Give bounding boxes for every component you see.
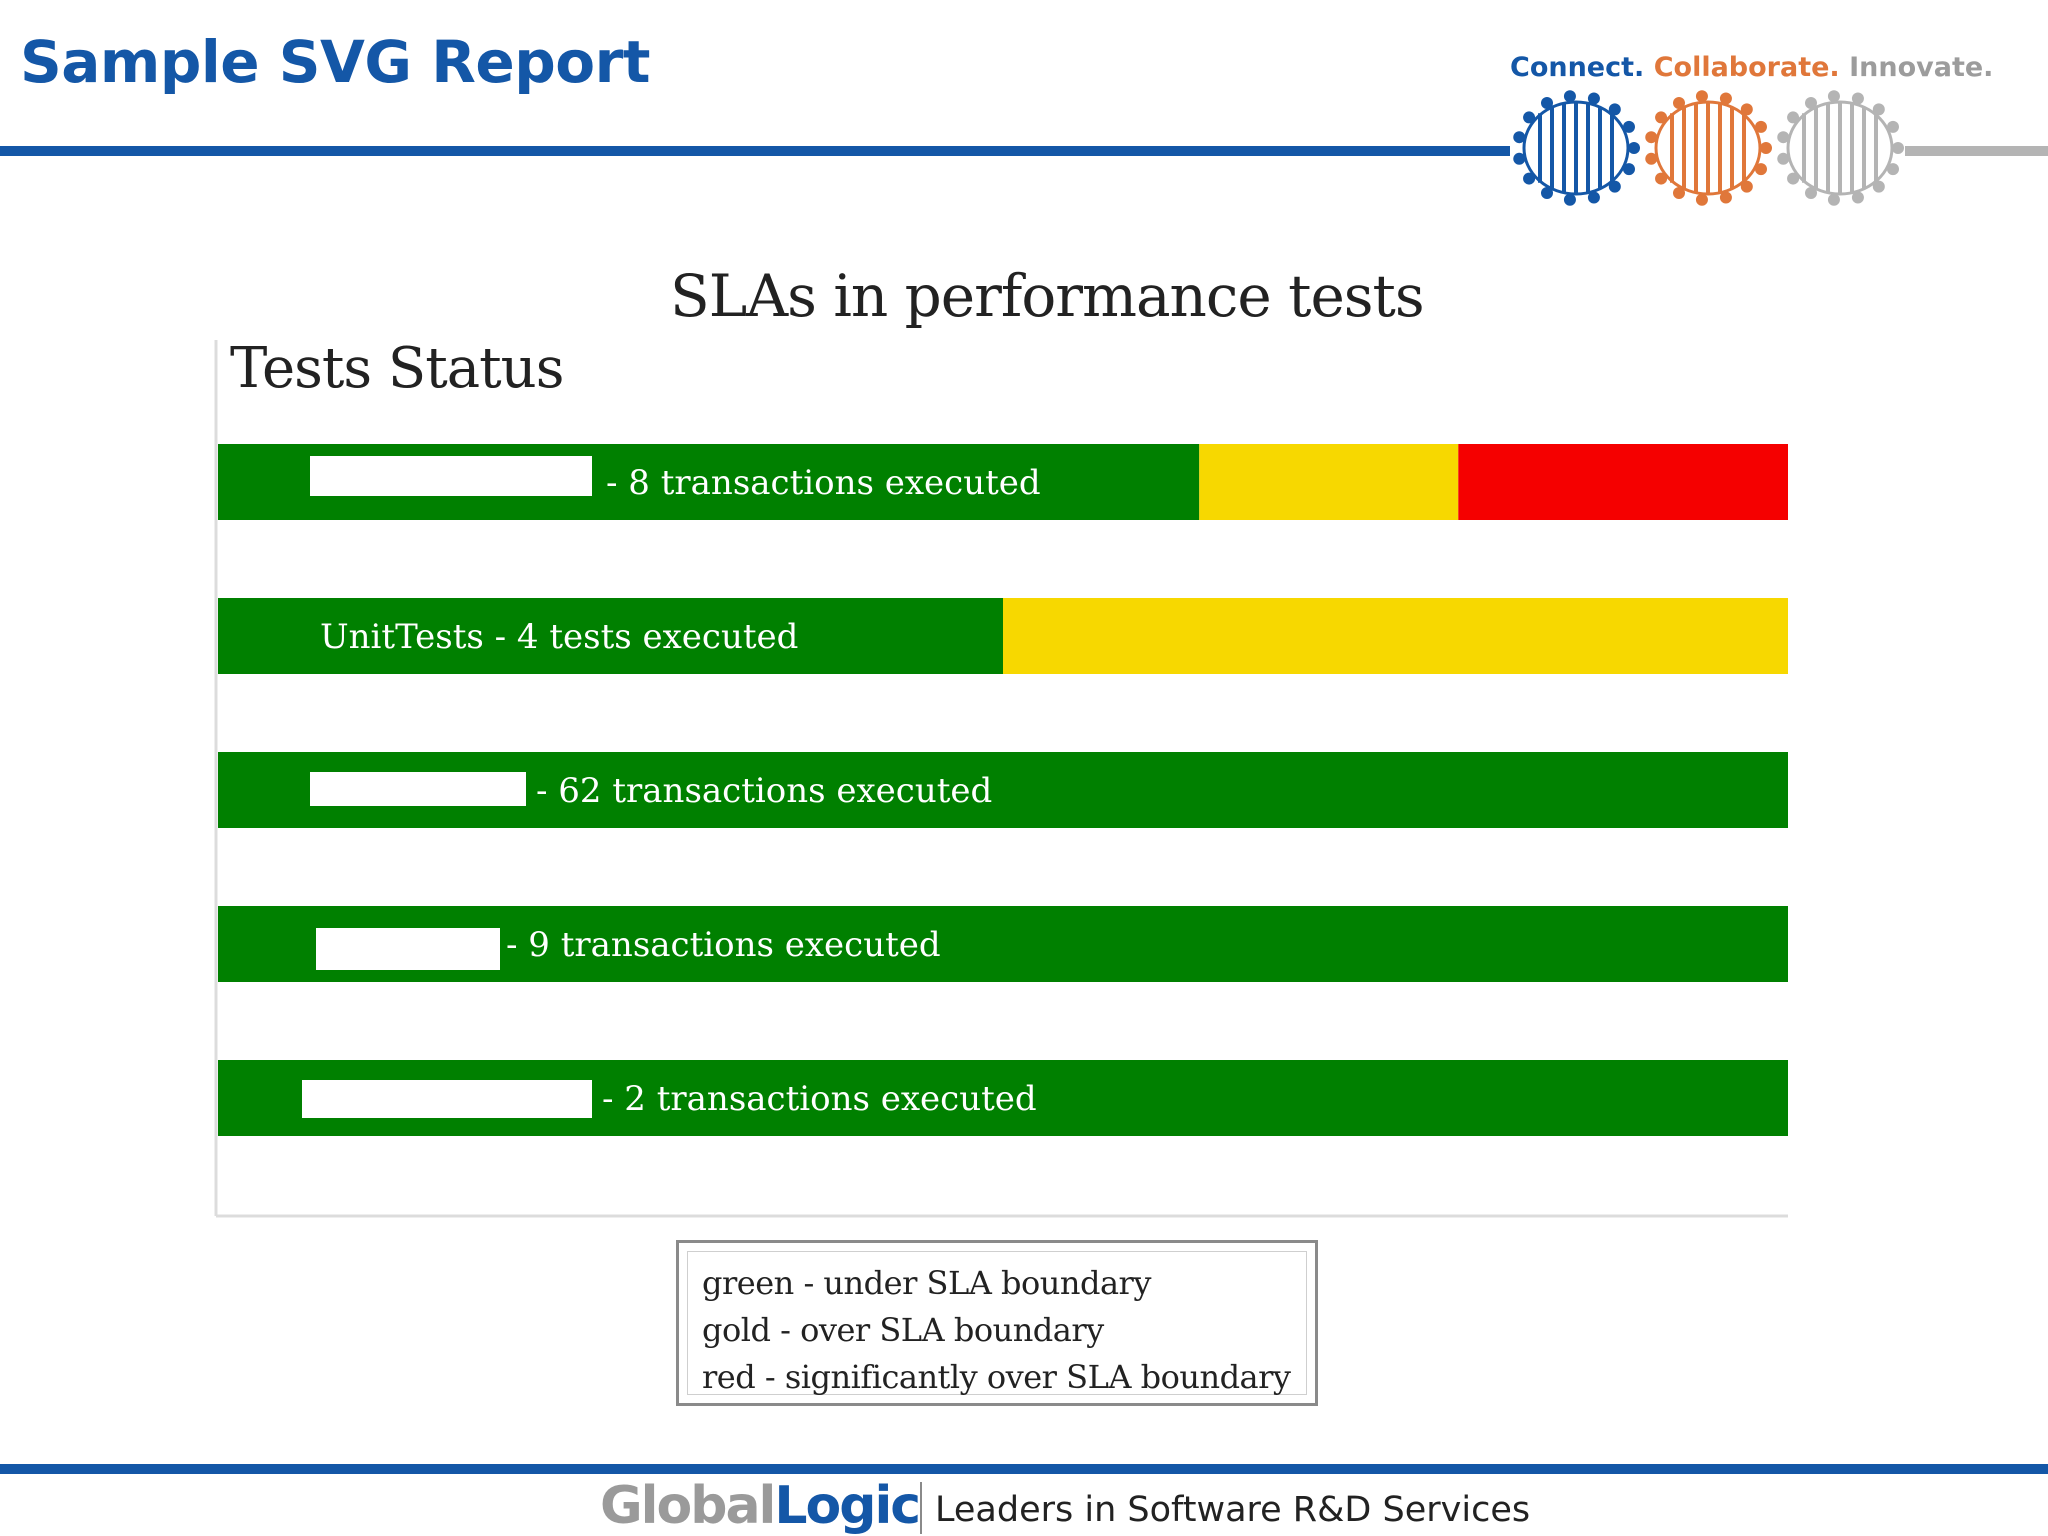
bar-2-gold [1003, 598, 1788, 674]
footer-rule [0, 1464, 2048, 1474]
bar-1-gold [1199, 444, 1459, 520]
legend-inner: green - under SLA boundary gold - over S… [687, 1251, 1307, 1396]
bar-label-1: - 8 transactions executed [606, 463, 1041, 503]
redacted-name-box-4 [316, 928, 500, 970]
tagline-innovate: Innovate. [1849, 52, 1994, 83]
tagline-collaborate: Collaborate. [1653, 52, 1840, 83]
bar-label-5: - 2 transactions executed [602, 1079, 1037, 1119]
bar-label-3: - 62 transactions executed [536, 771, 992, 811]
logo-part-logic: Logic [774, 1476, 921, 1536]
redacted-name-box-3 [310, 772, 526, 806]
legend-item-gold: gold - over SLA boundary [702, 1311, 1104, 1349]
logo-part-global: Global [600, 1476, 776, 1536]
chart-legend: green - under SLA boundary gold - over S… [676, 1240, 1318, 1406]
chart-subtitle: Tests Status [230, 336, 564, 401]
legend-item-green: green - under SLA boundary [702, 1264, 1151, 1302]
footer-slogan: Leaders in Software R&D Services [935, 1490, 1531, 1530]
dna-helix-blue [1513, 90, 1640, 206]
dna-helix-gray [1777, 90, 1904, 206]
tagline: Connect. Collaborate. Innovate. [1510, 52, 1993, 83]
bar-label-2: UnitTests - 4 tests executed [320, 617, 798, 657]
redacted-name-box-1 [310, 456, 592, 496]
footer-divider [920, 1482, 922, 1534]
globallogic-logo: GlobalLogic [600, 1476, 921, 1536]
slide-title: Sample SVG Report [20, 28, 650, 96]
bar-2-green [218, 598, 1003, 674]
dna-helix-orange [1645, 90, 1772, 206]
bar-1-red [1458, 444, 1788, 520]
header-rule [0, 146, 1510, 156]
chart-title: SLAs in performance tests [670, 262, 1425, 330]
dna-logo-icon [1513, 90, 1904, 206]
bar-label-4: - 9 transactions executed [506, 925, 941, 965]
redacted-name-box-5 [302, 1080, 592, 1118]
header-rule-gray [1905, 146, 2048, 156]
legend-item-red: red - significantly over SLA boundary [702, 1358, 1291, 1396]
tagline-connect: Connect. [1510, 52, 1645, 83]
